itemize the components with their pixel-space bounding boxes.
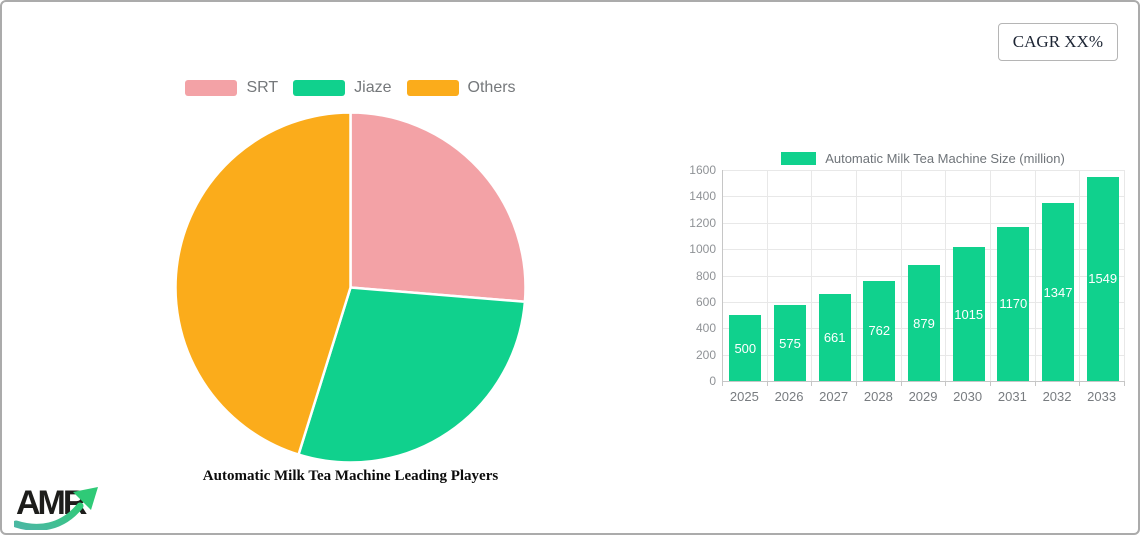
bar-plot-area: 500 575 661 762 879 1015 1170 1347 1549 <box>722 170 1125 386</box>
bar-value-label-2030: 1015 <box>954 306 984 322</box>
gridline-x-4 <box>900 170 902 381</box>
x-tick-label-2031: 2031 <box>997 389 1027 404</box>
pie-legend-label-jiaze: Jiaze <box>354 79 392 96</box>
x-axis-tick <box>856 382 857 386</box>
bar-value-label-2026: 575 <box>779 335 801 351</box>
pie-legend-label-srt: SRT <box>246 79 279 96</box>
bar-chart-legend[interactable]: Automatic Milk Tea Machine Size (million… <box>722 151 1124 166</box>
pie-slice-others[interactable] <box>174 111 352 456</box>
pie-chart-title: Automatic Milk Tea Machine Leading Playe… <box>202 468 499 484</box>
x-axis-tick <box>766 382 768 386</box>
bar-2029[interactable]: 879 <box>908 265 940 381</box>
bar-value-label-2028: 762 <box>868 323 891 339</box>
x-axis-tick <box>990 382 991 386</box>
bar-2026[interactable]: 575 <box>774 305 806 381</box>
gridline-x-1 <box>766 170 768 381</box>
bar-value-label-2025: 500 <box>734 340 757 356</box>
gridline-y-1600 <box>723 170 1125 171</box>
growth-arrow-icon <box>14 487 98 530</box>
y-tick-label-1000: 1000 <box>689 242 716 257</box>
gridline-x-2 <box>811 170 813 381</box>
x-tick-label-2025: 2025 <box>729 389 759 404</box>
x-axis-tick <box>1124 382 1125 386</box>
bar-y-axis-labels: 0 200 400 600 800 1000 1200 1400 1600 <box>658 163 716 388</box>
bar-x-axis-labels: 2025 2026 2027 2028 2029 2030 2031 2032 2033 <box>722 389 1124 405</box>
x-tick-label-2033: 2033 <box>1087 389 1117 404</box>
gridline-y-1400 <box>723 196 1125 198</box>
x-tick-label-2026: 2026 <box>774 389 804 404</box>
bar-legend-label: Automatic Milk Tea Machine Size (million… <box>825 151 1065 166</box>
x-tick-label-2032: 2032 <box>1042 389 1072 404</box>
bar-2030[interactable]: 1015 <box>952 247 985 381</box>
pie-legend-swatch-srt <box>185 80 238 96</box>
y-tick-label-0: 0 <box>709 374 716 388</box>
pie-legend-item-others[interactable]: Others <box>406 79 516 97</box>
bar-legend-swatch <box>781 152 817 165</box>
x-tick-label-2030: 2030 <box>953 389 983 404</box>
y-tick-label-200: 200 <box>695 347 716 362</box>
pie-slice-srt[interactable] <box>349 111 527 304</box>
bar-value-label-2031: 1170 <box>999 296 1028 312</box>
pie-slice-jiaze[interactable] <box>297 286 527 464</box>
bar-2032[interactable]: 1347 <box>1042 203 1074 381</box>
pie-legend-swatch-jiaze <box>293 80 346 96</box>
bar-value-label-2027: 661 <box>823 329 846 345</box>
x-axis-tick <box>1034 382 1036 386</box>
gridline-y-1200 <box>723 222 1125 224</box>
pie-legend: SRT Jiaze Others <box>174 79 527 97</box>
y-tick-label-400: 400 <box>695 321 716 336</box>
pie-chart <box>174 111 527 464</box>
y-tick-label-1200: 1200 <box>689 215 716 230</box>
bar-value-label-2033: 1549 <box>1088 271 1118 287</box>
y-tick-label-1400: 1400 <box>689 189 716 204</box>
bar-2025[interactable]: 500 <box>729 315 762 381</box>
x-axis-tick <box>900 382 902 386</box>
bar-value-label-2029: 879 <box>913 315 935 331</box>
bar-2031[interactable]: 1170 <box>997 226 1030 381</box>
x-axis-tick <box>1079 382 1081 386</box>
pie-legend-item-srt[interactable]: SRT <box>185 79 278 97</box>
bar-2033[interactable]: 1549 <box>1086 176 1119 381</box>
bar-2028[interactable]: 762 <box>863 280 896 381</box>
x-axis-tick <box>811 382 813 386</box>
gridline-x-7 <box>1034 170 1036 381</box>
pie-legend-swatch-others <box>406 80 459 96</box>
x-tick-label-2027: 2027 <box>819 389 849 404</box>
amr-logo: AMR <box>14 484 106 530</box>
x-tick-label-2029: 2029 <box>908 389 938 404</box>
bar-value-label-2032: 1347 <box>1043 284 1073 300</box>
gridline-x-9 <box>1124 170 1125 381</box>
x-tick-label-2028: 2028 <box>863 389 893 404</box>
x-axis-tick <box>945 382 947 386</box>
x-axis-tick <box>722 382 723 386</box>
y-tick-label-1600: 1600 <box>689 163 716 177</box>
pie-legend-item-jiaze[interactable]: Jiaze <box>293 79 392 97</box>
y-tick-label-600: 600 <box>695 294 716 309</box>
cagr-badge: CAGR XX% <box>997 23 1118 61</box>
bar-2027[interactable]: 661 <box>818 293 851 381</box>
gridline-x-6 <box>990 170 991 381</box>
y-tick-label-800: 800 <box>695 268 716 283</box>
gridline-x-3 <box>856 170 857 381</box>
gridline-x-8 <box>1079 170 1081 381</box>
pie-legend-label-others: Others <box>467 79 516 96</box>
gridline-y-1000 <box>723 249 1125 251</box>
gridline-x-5 <box>945 170 947 381</box>
